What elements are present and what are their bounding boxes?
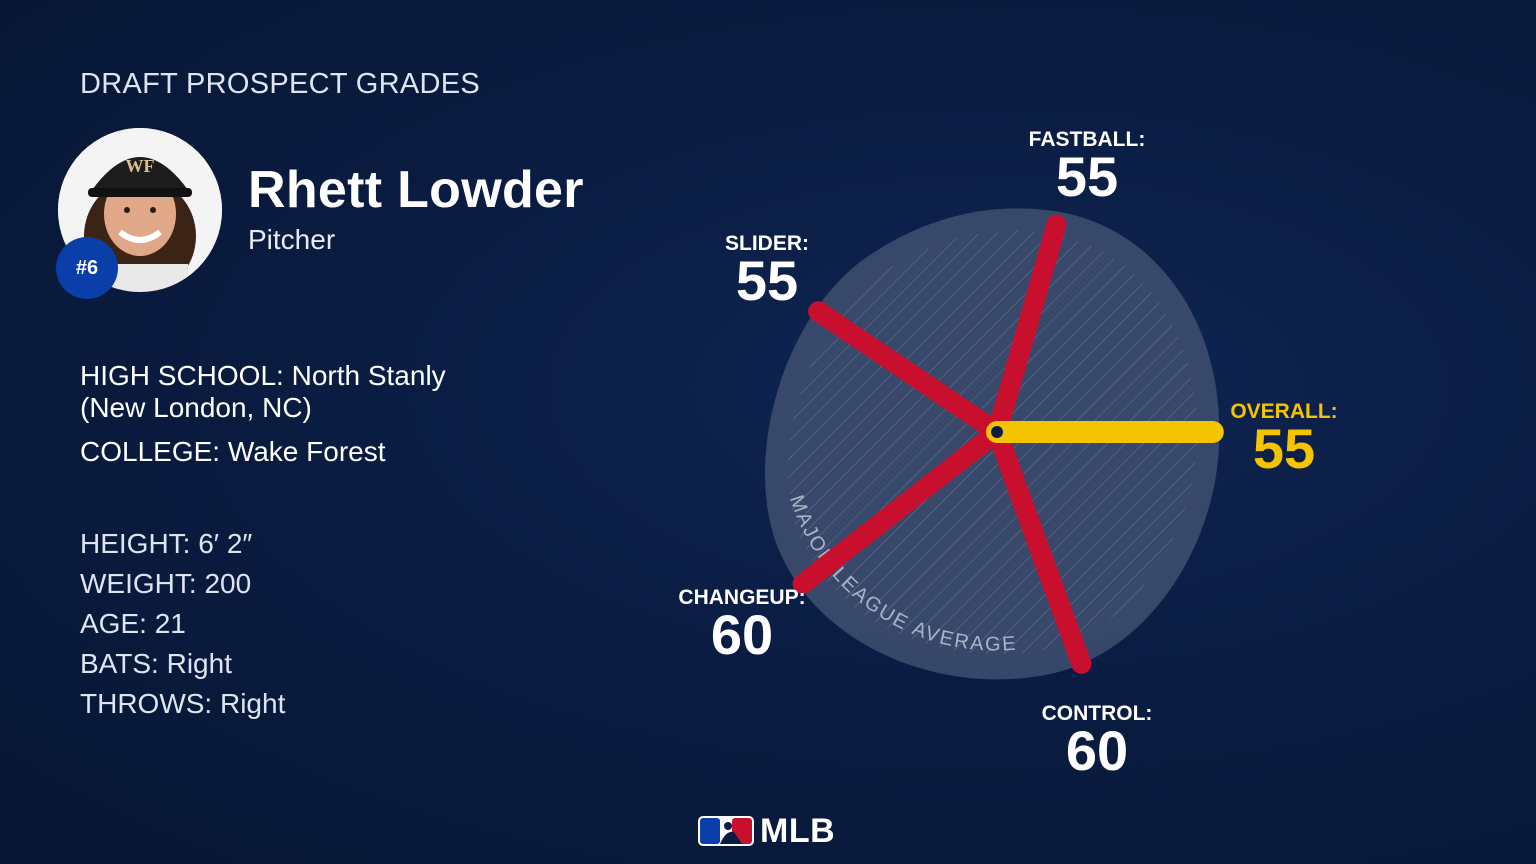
grade-bar-fastball bbox=[987, 214, 1067, 442]
grade-name-overall: OVERALL: bbox=[1230, 400, 1337, 423]
college-line: COLLEGE: Wake Forest bbox=[80, 436, 386, 468]
grade-value-changeup: 60 bbox=[711, 603, 773, 666]
player-name: Rhett Lowder bbox=[248, 161, 584, 219]
grade-bar-slider bbox=[808, 301, 1007, 442]
weight-stat: WEIGHT: 200 bbox=[80, 568, 252, 599]
grade-value-control: 60 bbox=[1066, 719, 1128, 782]
college-label: COLLEGE: bbox=[80, 436, 221, 467]
grade-bar-changeup bbox=[792, 422, 1007, 594]
grade-value-fastball: 55 bbox=[1056, 145, 1118, 208]
player-position: Pitcher bbox=[248, 224, 336, 255]
grade-name-fastball: FASTBALL: bbox=[1029, 128, 1146, 151]
grade-name-changeup: CHANGEUP: bbox=[678, 586, 805, 609]
rank-badge: #6 bbox=[56, 237, 118, 299]
cap-logo-letters: WF bbox=[126, 156, 155, 176]
footer-brand: MLB bbox=[698, 812, 835, 850]
college-value: Wake Forest bbox=[227, 436, 386, 467]
page-title: DRAFT PROSPECT GRADES bbox=[80, 68, 481, 100]
age-stat: AGE: 21 bbox=[80, 608, 186, 639]
chart-center-dot bbox=[991, 426, 1003, 438]
grade-name-slider: SLIDER: bbox=[725, 232, 809, 255]
high-school-location: (New London, NC) bbox=[80, 392, 312, 423]
mlb-logo-icon bbox=[698, 816, 754, 846]
chart-layer: MAJOR LEAGUE AVERAGEFASTBALL:55SLIDER:55… bbox=[678, 128, 1337, 782]
high-school-label: HIGH SCHOOL: bbox=[80, 360, 284, 391]
mlb-wordmark: MLB bbox=[760, 811, 836, 850]
height-stat: HEIGHT: 6′ 2″ bbox=[80, 528, 253, 559]
throws-stat: THROWS: Right bbox=[80, 688, 286, 719]
bats-stat: BATS: Right bbox=[80, 648, 232, 679]
grade-name-control: CONTROL: bbox=[1042, 702, 1153, 725]
high-school-value: North Stanly bbox=[291, 360, 446, 391]
high-school-line: HIGH SCHOOL: North Stanly bbox=[80, 360, 446, 392]
grade-value-overall: 55 bbox=[1253, 417, 1315, 480]
grade-value-slider: 55 bbox=[736, 249, 798, 312]
grade-bar-control bbox=[987, 422, 1092, 674]
